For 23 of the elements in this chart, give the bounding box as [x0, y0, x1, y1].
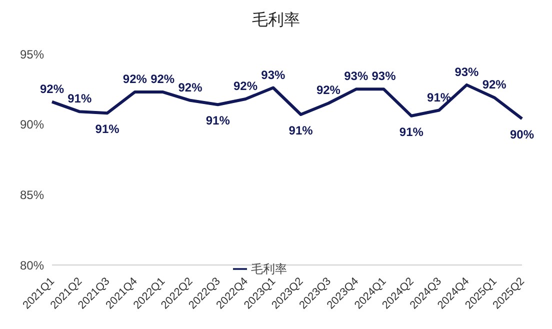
- data-label: 92%: [482, 78, 507, 92]
- data-label: 92%: [234, 79, 258, 94]
- data-label: 90%: [510, 128, 534, 142]
- y-tick-label: 95%: [20, 47, 44, 62]
- data-label: 92%: [178, 80, 203, 94]
- data-label: 91%: [399, 124, 424, 139]
- data-label: 92%: [40, 82, 64, 96]
- data-label: 91%: [68, 92, 92, 106]
- data-label: 91%: [95, 122, 120, 136]
- data-label: 92%: [316, 83, 341, 98]
- legend-label: 毛利率: [251, 262, 287, 276]
- data-label: 92%: [122, 72, 148, 86]
- data-label: 91%: [206, 114, 230, 128]
- data-label: 92%: [150, 72, 175, 86]
- chart-title: 毛利率: [251, 10, 301, 31]
- data-label: 91%: [288, 123, 314, 138]
- y-tick-label: 85%: [20, 188, 44, 202]
- y-tick-label: 90%: [20, 118, 44, 132]
- y-tick-label: 80%: [20, 258, 44, 272]
- data-label: 93%: [261, 68, 286, 82]
- data-label: 93%: [344, 69, 368, 84]
- data-label: 93%: [454, 64, 480, 79]
- data-label: 93%: [372, 69, 396, 84]
